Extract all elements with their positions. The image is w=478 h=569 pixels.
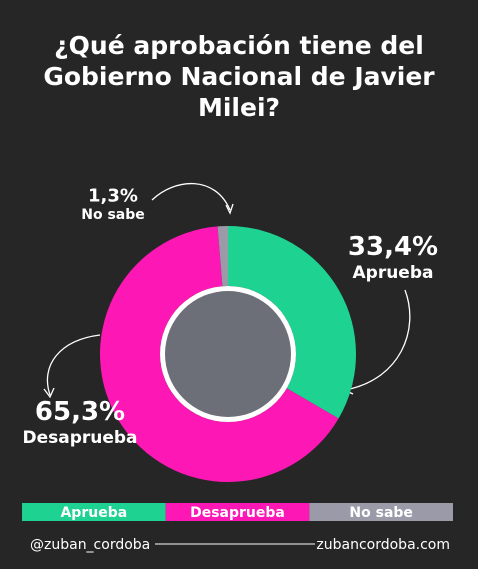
category-label: Aprueba [353,263,434,283]
photo [165,291,291,417]
category-label: No sabe [81,207,145,223]
donut-slice [99,226,339,482]
category-label: Desaprueba [22,428,137,448]
arrow-head [225,203,234,215]
value-label: 33,4% [348,232,438,262]
footer-handle: @zuban_cordoba [30,537,150,553]
donut-slice [217,226,228,287]
chart-title: ¿Qué aprobación tiene del Gobierno Nacio… [43,31,435,122]
value-label: 65,3% [35,397,125,427]
legend-swatch [309,503,453,521]
value-label: 1,3% [88,185,138,206]
footer-website: zubancordoba.com [316,537,450,553]
arrow [344,289,411,391]
donut-slice [228,226,356,419]
arrow-head [43,387,55,399]
legend-label: Desaprueba [190,505,285,521]
legend-label: No sabe [349,505,413,521]
arrow [46,334,101,396]
arrow [151,182,231,211]
legend-label: Aprueba [60,505,127,521]
legend-swatch [165,503,310,521]
legend-swatch [22,503,166,521]
